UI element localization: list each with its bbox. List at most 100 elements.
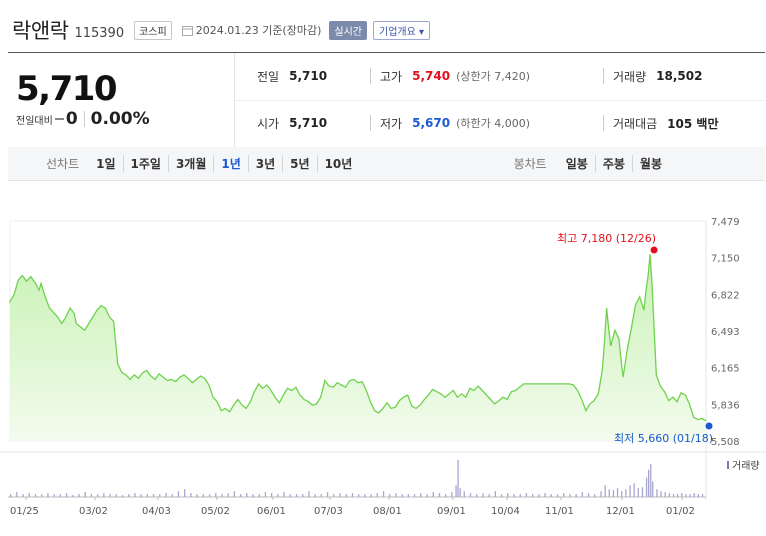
change-percent: 0.00% bbox=[90, 109, 150, 129]
volume-bar bbox=[358, 494, 360, 497]
volume-bar bbox=[351, 493, 354, 497]
price-line bbox=[9, 254, 707, 422]
current-price: 5,710 bbox=[16, 69, 118, 109]
volume-bar bbox=[697, 494, 699, 497]
candle-monthly[interactable]: 월봉 bbox=[631, 155, 669, 172]
volume-bar bbox=[701, 494, 704, 497]
volume-bar bbox=[246, 493, 248, 497]
volume-bar bbox=[72, 495, 74, 497]
volume-label: 거래량 bbox=[613, 69, 647, 84]
price-summary: 5,710 전일대비 0 0.00% 전일 5,710 고가 5,740 (상한… bbox=[8, 52, 765, 148]
volume-bar bbox=[345, 494, 347, 497]
candle-daily[interactable]: 일봉 bbox=[565, 157, 588, 171]
volume-bar bbox=[689, 494, 691, 497]
volume-bar bbox=[625, 489, 627, 497]
realtime-button[interactable]: 실시간 bbox=[329, 20, 367, 40]
volume-bar bbox=[364, 494, 366, 497]
volume-bar bbox=[152, 494, 155, 497]
volume-bar bbox=[339, 493, 341, 497]
volume-bar bbox=[171, 494, 173, 497]
volume-bar bbox=[438, 493, 441, 497]
volume-bar bbox=[159, 494, 161, 497]
volume-bar bbox=[476, 494, 478, 497]
volume-bar bbox=[22, 494, 24, 497]
volume-bar bbox=[215, 493, 217, 497]
volume-bar bbox=[109, 494, 111, 497]
volume-bar bbox=[65, 493, 68, 497]
volume-bar bbox=[47, 493, 49, 497]
candle-chart-title: 봉차트 bbox=[513, 157, 547, 171]
volume-bar bbox=[685, 494, 687, 497]
period-1w[interactable]: 1주일 bbox=[122, 155, 168, 172]
period-5y[interactable]: 5년 bbox=[282, 155, 316, 172]
volume-bar bbox=[320, 494, 322, 497]
x-tick-label: 05/02 bbox=[201, 506, 230, 517]
calendar-icon bbox=[181, 25, 193, 36]
high-price: 고가 5,740 (상한가 7,420) bbox=[380, 66, 530, 86]
stock-header: 락앤락 115390 코스피 2024.01.23 기준(장마감) 실시간 기업… bbox=[12, 14, 430, 46]
volume-bar bbox=[165, 493, 167, 497]
price-chart[interactable]: 7,479 7,150 6,822 6,493 6,165 5,836 5,508 최고 7… bbox=[0, 200, 766, 536]
divider bbox=[603, 115, 604, 131]
volume-bar bbox=[664, 492, 666, 497]
x-tick-label: 01/02 bbox=[666, 506, 695, 517]
y-tick-label: 7,479 bbox=[711, 217, 740, 228]
volume-bar bbox=[16, 492, 18, 497]
volume-bar bbox=[550, 494, 552, 497]
volume-bar bbox=[264, 492, 267, 497]
min-point-dot bbox=[705, 422, 713, 430]
price-area bbox=[10, 254, 706, 441]
period-3m[interactable]: 3개월 bbox=[167, 155, 213, 172]
corp-info-button[interactable]: 기업개요 ▾ bbox=[373, 20, 430, 40]
divider bbox=[603, 68, 604, 84]
volume-bar bbox=[308, 491, 310, 497]
x-tick-label: 01/25 bbox=[10, 506, 39, 517]
volume-bar bbox=[97, 494, 99, 497]
volume-bar bbox=[629, 485, 631, 497]
volume-bar bbox=[258, 494, 260, 497]
volume-bar bbox=[295, 494, 298, 497]
period-10y[interactable]: 10년 bbox=[316, 155, 360, 172]
volume-bar bbox=[382, 491, 385, 497]
low-value: 5,670 bbox=[412, 116, 451, 130]
divider bbox=[235, 100, 765, 101]
volume-bar bbox=[84, 492, 86, 497]
volume-bar bbox=[53, 494, 55, 497]
volume-bar bbox=[420, 493, 422, 497]
volume-bar bbox=[326, 492, 329, 497]
reference-date: 2024.01.23 기준(장마감) bbox=[195, 24, 322, 37]
y-tick-label: 5,508 bbox=[711, 437, 740, 448]
volume-bar bbox=[677, 494, 679, 497]
volume-bar bbox=[239, 494, 242, 497]
open-label: 시가 bbox=[257, 116, 280, 131]
candle-weekly[interactable]: 주봉 bbox=[594, 155, 632, 172]
period-bar: 선차트 1일 1주일 3개월 1년 3년 5년 10년 봉차트 일봉 주봉 월봉 bbox=[8, 147, 765, 181]
prev-label: 전일 bbox=[257, 69, 280, 84]
max-label: 최고 7,180 (12/26) bbox=[557, 232, 656, 245]
volume-bar bbox=[389, 494, 391, 497]
volume-bar bbox=[196, 494, 198, 497]
x-tick-label: 04/03 bbox=[142, 506, 171, 517]
volume-bar bbox=[140, 494, 142, 497]
period-1d[interactable]: 1일 bbox=[96, 157, 116, 171]
lower-limit: (하한가 4,000) bbox=[456, 117, 530, 130]
stock-name: 락앤락 bbox=[12, 19, 69, 43]
low-label: 저가 bbox=[380, 116, 403, 131]
volume-value: 18,502 bbox=[656, 69, 703, 83]
divider bbox=[370, 115, 371, 131]
volume-bar bbox=[637, 488, 639, 497]
volume-bar bbox=[457, 460, 459, 497]
volume-bar bbox=[333, 494, 335, 497]
volume-bar bbox=[641, 487, 644, 497]
volume-bar bbox=[616, 488, 619, 497]
trade-amount: 거래대금 105 백만 bbox=[613, 113, 718, 133]
volume-bar bbox=[28, 493, 30, 497]
period-1y[interactable]: 1년 bbox=[213, 155, 247, 172]
period-3y[interactable]: 3년 bbox=[247, 155, 282, 172]
volume-bar bbox=[482, 493, 484, 497]
y-tick-label: 6,493 bbox=[711, 327, 740, 338]
price-grid: 전일 5,710 고가 5,740 (상한가 7,420) 거래량 18,502… bbox=[235, 53, 765, 147]
x-tick-label: 07/03 bbox=[314, 506, 343, 517]
volume-bar bbox=[656, 489, 658, 497]
volume-bar bbox=[693, 493, 695, 497]
